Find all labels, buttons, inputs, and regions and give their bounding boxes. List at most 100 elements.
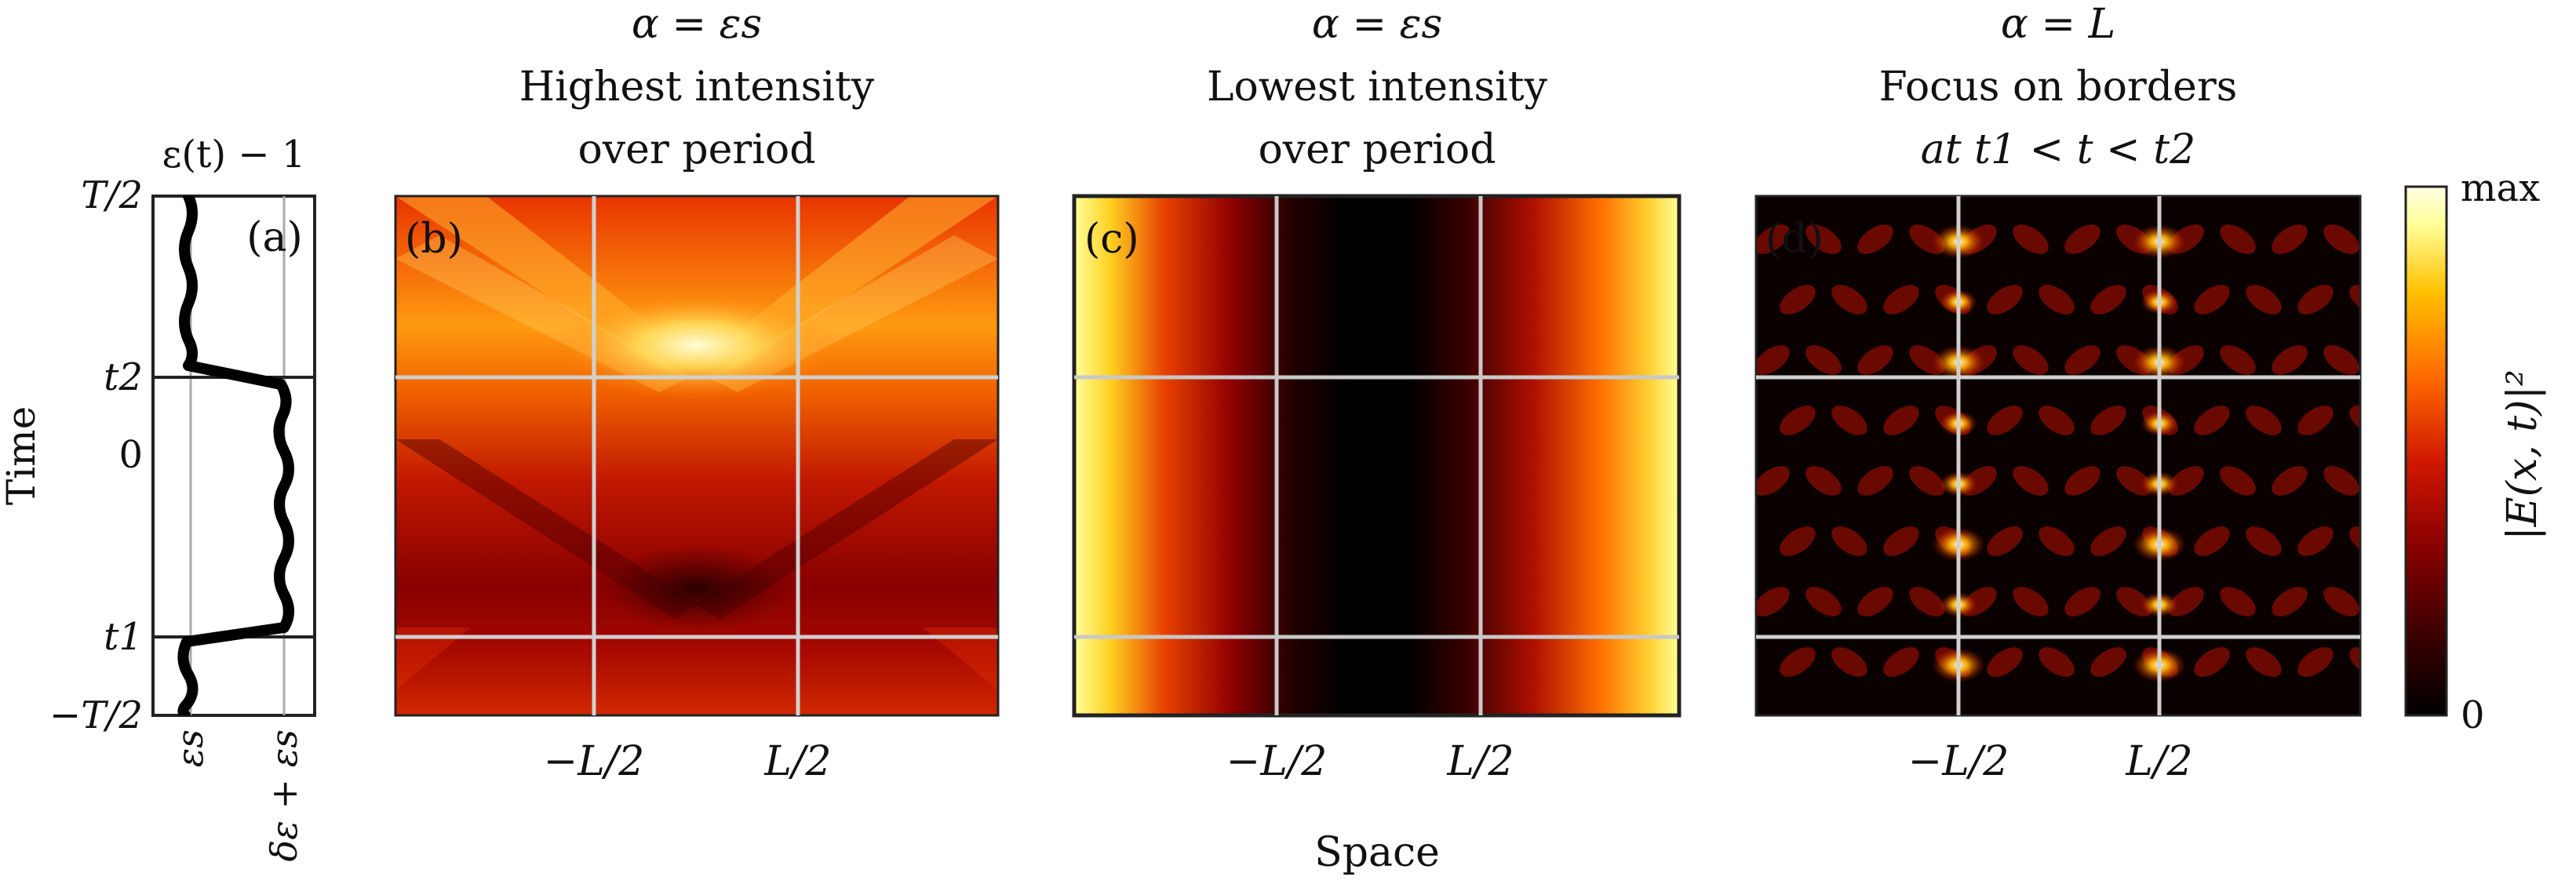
panel-d-title-line3: at t1 < t < t2 xyxy=(1921,126,2196,173)
panel-d-lobe xyxy=(2323,587,2359,617)
panel-d-lobe xyxy=(2349,285,2360,315)
panel-d-lobe xyxy=(2039,526,2075,556)
panel-c-xtick-plus: L/2 xyxy=(1446,738,1514,785)
panel-d: α = L Focus on borders at t1 < t < t2 (d… xyxy=(1754,1,2362,785)
panel-d-lobe xyxy=(2349,526,2360,556)
panel-d-lobe xyxy=(2272,466,2308,496)
panel-d-lobe xyxy=(1756,345,1790,375)
panel-d-lobe xyxy=(1780,406,1816,435)
panel-d-frame xyxy=(1754,195,2362,717)
panel-d-lobe xyxy=(2090,406,2126,435)
panel-d-lobe xyxy=(1883,526,1919,556)
panel-d-lobe xyxy=(2220,587,2256,617)
panel-d-lobe xyxy=(2323,224,2359,254)
panel-a-ytick-top: T/2 xyxy=(81,173,143,217)
panel-b-title-line2: Highest intensity xyxy=(519,64,875,111)
panel-d-title-line2: Focus on borders xyxy=(1879,64,2238,111)
panel-a-ytick-bottom: −T/2 xyxy=(49,693,143,737)
colorbar-tick-max: max xyxy=(2461,166,2540,210)
panel-d-lobe xyxy=(2064,224,2101,254)
panel-d-lobe xyxy=(1857,587,1893,617)
panel-d-lobe xyxy=(2168,587,2204,617)
panel-d-lobe xyxy=(2090,526,2126,556)
panel-c-title-line1: α = εs xyxy=(1312,1,1442,48)
panel-b-heatmap xyxy=(395,196,998,715)
panel-d-lobe xyxy=(1831,647,1867,677)
panel-d-xtick-minus: −L/2 xyxy=(1908,738,2009,785)
panel-d-lobe xyxy=(1987,526,2023,556)
panel-d-lobe xyxy=(1805,345,1842,375)
colorbar-label: |E(x, t)|² xyxy=(2499,369,2546,540)
panel-b-label: (b) xyxy=(405,216,463,263)
panel-d-lobe xyxy=(2272,224,2308,254)
panel-d-lobe xyxy=(2090,647,2126,677)
panel-d-lobe xyxy=(2246,526,2282,556)
panel-b-frame xyxy=(394,195,1000,717)
panel-d-lobe xyxy=(1909,466,1945,496)
panel-b: α = εs Highest intensity over period (b)… xyxy=(394,1,1000,785)
panel-d-lobe xyxy=(2349,406,2360,435)
panel-d-lobe xyxy=(1756,466,1790,496)
panel-d-lobe xyxy=(1780,526,1816,556)
panel-d-lobe xyxy=(2013,224,2049,254)
panel-d-lobe xyxy=(2272,345,2308,375)
panel-d-lobe xyxy=(2246,647,2282,677)
panel-d-lobe xyxy=(2013,345,2049,375)
panel-d-lobe xyxy=(2039,285,2075,315)
panel-c-heatmap xyxy=(1074,196,1679,715)
panel-d-lobe xyxy=(2246,406,2282,435)
panel-d-lobe xyxy=(2194,406,2230,435)
panel-a-epsilon-curve xyxy=(177,196,294,715)
panel-d-lobe xyxy=(1805,466,1842,496)
colorbar-tick-zero: 0 xyxy=(2461,693,2485,737)
panel-d-lobe xyxy=(2194,285,2230,315)
panel-d-label: (d) xyxy=(1765,216,1824,263)
panel-d-lobe xyxy=(2220,466,2256,496)
panel-d-title-line1: α = L xyxy=(2001,1,2115,48)
panel-d-lobe xyxy=(1756,587,1790,617)
panel-d-lobe xyxy=(2039,647,2075,677)
panel-d-lobe xyxy=(1883,406,1919,435)
panel-d-lobe xyxy=(2090,285,2126,315)
panel-d-lobe xyxy=(2220,345,2256,375)
panel-a-xtick-eps-s: εs xyxy=(169,729,211,767)
panel-d-lobe xyxy=(2194,647,2230,677)
panel-c-title-line2: Lowest intensity xyxy=(1207,64,1548,111)
panel-b-xtick-plus: L/2 xyxy=(763,738,831,785)
panel-a-ytick-zero: 0 xyxy=(118,433,143,477)
panel-d-lobe xyxy=(1857,345,1893,375)
panel-d-lobe xyxy=(1805,587,1842,617)
panel-d-lobe xyxy=(2194,526,2230,556)
panel-d-lobe xyxy=(2013,587,2049,617)
panel-a-ylabel: Time xyxy=(0,406,44,505)
panel-d-lobe xyxy=(1780,285,1816,315)
panel-d-lobe xyxy=(1857,466,1893,496)
panel-d-lobe xyxy=(2064,345,2101,375)
panel-d-lobe xyxy=(2064,466,2101,496)
panel-d-lobe xyxy=(2323,466,2359,496)
panel-d-lobe xyxy=(2297,285,2334,315)
panel-d-xtick-plus: L/2 xyxy=(2125,738,2192,785)
panel-d-lobe xyxy=(2064,587,2101,617)
panel-d-lobe xyxy=(2168,466,2204,496)
panel-c: α = εs Lowest intensity over period (c) … xyxy=(1072,1,1682,876)
panel-d-lobe xyxy=(2246,285,2282,315)
panel-d-lobe xyxy=(1987,406,2023,435)
panel-b-title-line1: α = εs xyxy=(632,1,762,48)
panel-d-lobe xyxy=(1831,526,1867,556)
panel-d-lobe xyxy=(1857,224,1893,254)
panel-c-frame xyxy=(1072,194,1682,718)
colorbar-gradient xyxy=(2404,185,2448,717)
panel-d-lobe xyxy=(2272,587,2308,617)
panel-d-lobe xyxy=(1805,224,1842,254)
colorbar: max 0 |E(x, t)|² xyxy=(2404,166,2546,737)
panel-d-lobe xyxy=(1909,587,1945,617)
panel-b-title-line3: over period xyxy=(578,126,816,173)
panel-d-lobe xyxy=(2013,466,2049,496)
panel-d-lobe xyxy=(2349,647,2360,677)
panel-d-lobe xyxy=(1987,647,2023,677)
figure-xlabel: Space xyxy=(1314,829,1440,876)
panel-d-lobe xyxy=(2039,406,2075,435)
panel-d-lobe xyxy=(1831,406,1867,435)
